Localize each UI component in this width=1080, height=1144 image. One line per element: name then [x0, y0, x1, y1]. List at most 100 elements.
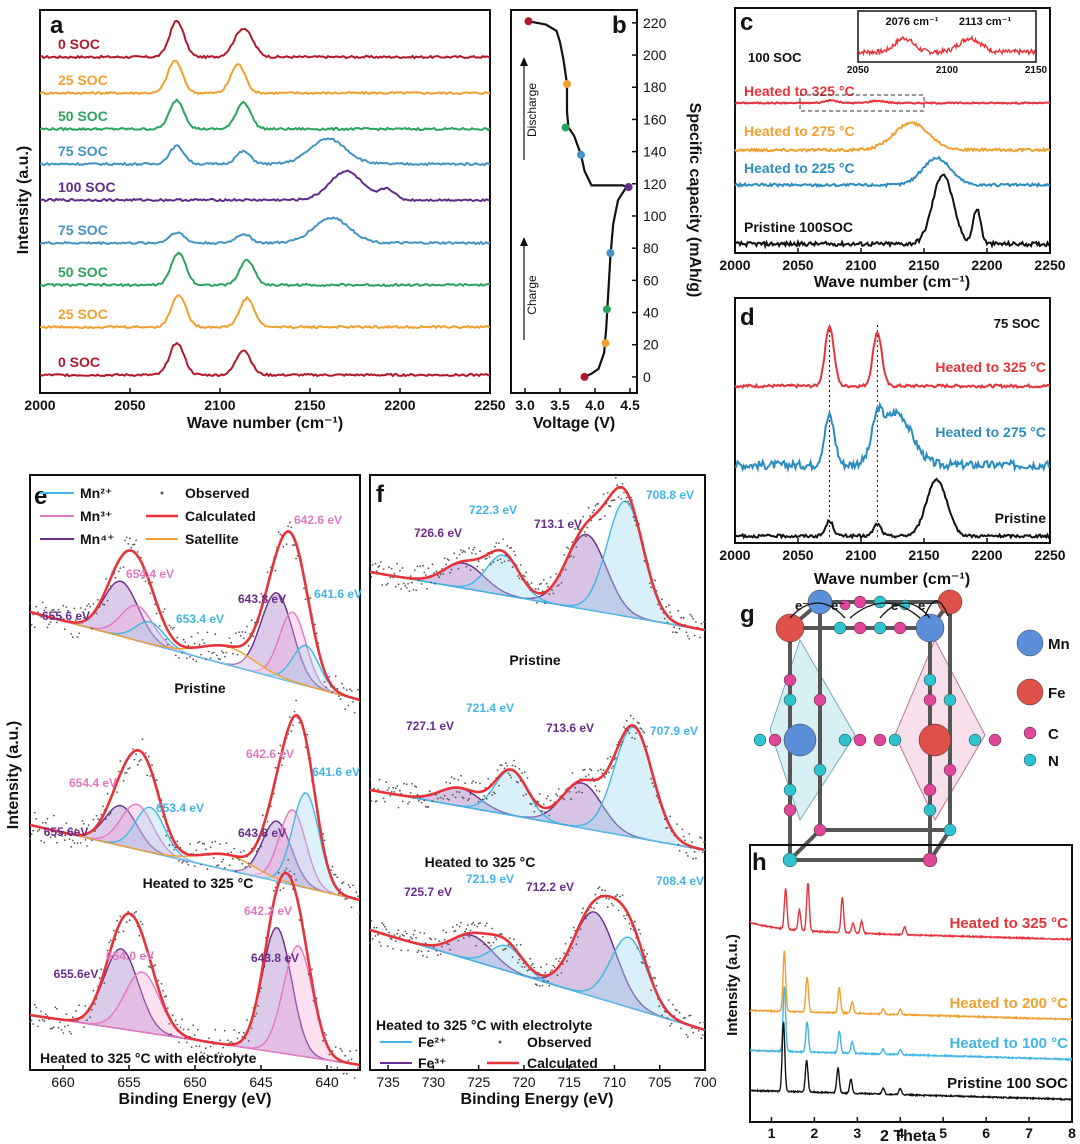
panel-e-observed-point	[70, 845, 73, 848]
panel-e-observed-point	[357, 1067, 359, 1069]
panel-e-observed-point	[44, 822, 47, 824]
panel-f-observed-point	[511, 566, 514, 568]
panel-f-observed-point	[477, 800, 480, 803]
panel-f-observed-point	[643, 949, 646, 951]
panel-f-observed-point	[472, 548, 475, 551]
panel-a-series-label: 75 SOC	[58, 222, 108, 238]
panel-f-observed-point	[600, 518, 602, 520]
panel-f-observed-point	[522, 962, 525, 965]
panel-e-observed-point	[255, 850, 258, 853]
panel-e-observed-point	[219, 658, 222, 661]
panel-e-observed-point	[138, 570, 141, 572]
panel-f-calculated-line	[369, 724, 705, 851]
panel-e-observed-point	[136, 763, 139, 766]
panel-a-series-label: 25 SOC	[58, 72, 108, 88]
panel-f-observed-point	[434, 938, 437, 940]
panel-e-observed-point	[76, 636, 79, 638]
panel-f-observed-point	[439, 573, 442, 576]
panel-h-series-label: Heated to 325 °C	[949, 915, 1068, 932]
panel-f-observed-point	[396, 932, 399, 935]
panel-f-observed-point	[545, 963, 548, 966]
panel-e-observed-point	[353, 1077, 356, 1079]
panel-e-observed-point	[132, 748, 134, 750]
panel-f-observed-point	[488, 792, 491, 795]
panel-e-observed-point	[277, 752, 280, 755]
panel-g-electron-label: e⁻	[891, 598, 905, 613]
panel-f-observed-point	[528, 968, 530, 971]
panel-e-observed-point	[254, 832, 256, 835]
panel-f-observed-point	[541, 984, 544, 987]
panel-f-peak-label: 721.4 eV	[466, 701, 514, 715]
panel-f-observed-point	[413, 569, 416, 571]
panel-e-observed-point	[342, 687, 345, 689]
panel-f-observed-point	[616, 893, 619, 896]
panel-f-observed-point	[405, 586, 408, 589]
panel-f-observed-point	[661, 1014, 663, 1017]
panel-f-observed-point	[370, 920, 373, 922]
panel-e-observed-point	[151, 764, 153, 767]
panel-e-observed-point	[135, 539, 138, 542]
panel-f-observed-point	[555, 958, 557, 960]
panel-f-observed-point	[650, 989, 652, 992]
panel-f-observed-point	[424, 574, 427, 576]
panel-f-observed-point	[625, 496, 628, 499]
panel-e-observed-point	[238, 1031, 241, 1034]
panel-f-observed-point	[526, 969, 529, 972]
panel-e-observed-point	[90, 839, 93, 842]
panel-f-observed-point	[525, 571, 528, 574]
panel-e-observed-point	[201, 1054, 204, 1057]
panel-e-observed-point	[238, 631, 241, 634]
panel-f-peak-label: 722.3 eV	[469, 503, 517, 517]
panel-f-observed-point	[682, 1017, 685, 1020]
panel-e-observed-point	[235, 870, 237, 873]
panel-f-observed-point	[442, 929, 445, 932]
panel-g-atom	[888, 733, 902, 747]
panel-f-observed-point	[678, 627, 681, 630]
panel-a-series-label: 0 SOC	[58, 354, 100, 370]
panel-c-inset-peak-label: 2113 cm⁻¹	[959, 16, 1012, 28]
panel-e-observed-point	[358, 911, 361, 914]
panel-f-observed-point	[640, 961, 643, 964]
panel-f-observed-point	[397, 583, 400, 586]
panel-f-observed-point	[422, 954, 424, 957]
panel-d-xlabel: Wave number (cm⁻¹)	[814, 571, 970, 588]
panel-b-y-tick-label: 160	[643, 111, 667, 127]
panel-f-observed-point	[427, 805, 430, 808]
panel-g-electron-arc	[789, 602, 846, 619]
panel-f-observed-point	[408, 801, 411, 803]
panel-f-observed-point	[564, 568, 567, 571]
panel-f-observed-point	[499, 558, 502, 561]
panel-f-observed-point	[594, 785, 597, 787]
panel-g-atom	[873, 621, 887, 635]
panel-f-observed-point	[494, 936, 496, 939]
panel-e-observed-point	[230, 851, 233, 854]
panel-e-observed-point	[37, 1025, 39, 1028]
panel-e-observed-point	[292, 544, 294, 547]
panel-e-observed-point	[100, 813, 103, 816]
panel-a-series-line	[39, 19, 491, 60]
panel-e-observed-point	[166, 643, 169, 646]
panel-b-x-tick-label: 4.0	[585, 397, 605, 413]
panel-a-series-label: 75 SOC	[58, 143, 108, 159]
panel-f-observed-point	[549, 576, 552, 578]
panel-e-observed-point	[49, 621, 52, 623]
panel-f-observed-point	[650, 777, 652, 780]
panel-f-observed-point	[439, 796, 442, 799]
panel-f-observed-point	[612, 904, 614, 907]
panel-f-observed-point	[586, 914, 589, 917]
panel-e-observed-point	[140, 759, 142, 761]
panel-e-observed-point	[190, 635, 193, 638]
panel-e-observed-point	[56, 841, 58, 844]
panel-f-observed-point	[560, 582, 563, 584]
panel-f-observed-point	[374, 562, 377, 565]
panel-e-legend-observed-swatch	[160, 491, 164, 495]
panel-e-observed-point	[211, 652, 214, 655]
panel-e-observed-point	[311, 968, 313, 971]
panel-f-observed-point	[589, 912, 591, 915]
panel-f-observed-point	[382, 568, 385, 570]
panel-f-observed-point	[399, 569, 401, 572]
panel-f-observed-point	[479, 922, 481, 924]
panel-f-observed-point	[654, 579, 657, 582]
panel-f-observed-point	[635, 732, 638, 735]
panel-f-observed-point	[643, 731, 646, 734]
